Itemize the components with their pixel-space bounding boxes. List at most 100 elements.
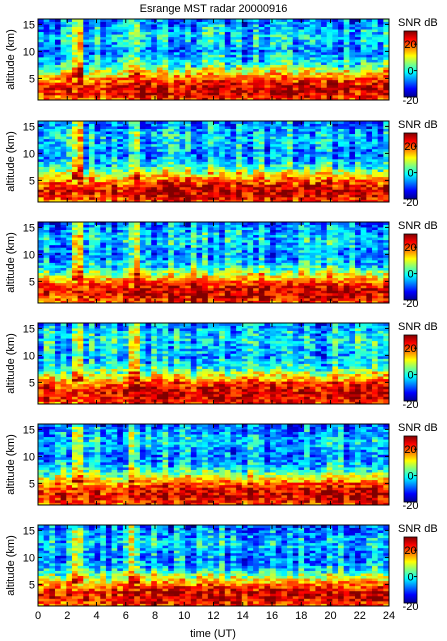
heatmap-cell xyxy=(100,143,107,147)
heatmap-cell xyxy=(372,133,379,137)
heatmap-cell xyxy=(343,94,350,98)
heatmap-cell xyxy=(145,59,152,63)
heatmap-cell xyxy=(111,31,118,35)
heatmap-cell xyxy=(54,290,62,294)
y-tick-label: 5 xyxy=(29,175,35,187)
heatmap-cell xyxy=(372,79,379,83)
heatmap-cell xyxy=(162,133,169,137)
heatmap-cell xyxy=(111,44,118,48)
heatmap-cell xyxy=(88,254,96,258)
heatmap-cell xyxy=(338,54,345,58)
heatmap-cell xyxy=(292,97,299,101)
heatmap-cell xyxy=(224,143,231,147)
heatmap-cell xyxy=(122,280,129,284)
heatmap-cell xyxy=(117,254,124,258)
heatmap-cell xyxy=(270,54,277,58)
heatmap-cell xyxy=(247,146,254,150)
heatmap-cell xyxy=(66,186,73,190)
heatmap-cell xyxy=(173,292,180,296)
heatmap-cell xyxy=(60,54,67,58)
heatmap-cell xyxy=(258,166,265,170)
heatmap-cell xyxy=(77,194,84,198)
heatmap-cell xyxy=(321,74,328,78)
heatmap-cell xyxy=(156,239,163,243)
heatmap-cell xyxy=(247,97,254,101)
heatmap-cell xyxy=(145,26,152,30)
heatmap-cell xyxy=(134,126,141,129)
heatmap-cell xyxy=(321,69,328,73)
heatmap-cell xyxy=(343,158,350,162)
heatmap-cell xyxy=(292,156,299,160)
heatmap-cell xyxy=(173,199,180,203)
heatmap-cell xyxy=(38,67,45,71)
heatmap-cell xyxy=(105,19,112,22)
heatmap-cell xyxy=(139,270,146,274)
heatmap-cell xyxy=(162,49,169,53)
heatmap-cell xyxy=(179,121,186,124)
heatmap-cell xyxy=(332,46,339,50)
heatmap-cell xyxy=(377,174,384,178)
heatmap-cell xyxy=(321,92,328,96)
heatmap-cell xyxy=(275,184,282,188)
heatmap-cell xyxy=(105,34,112,38)
heatmap-cell xyxy=(54,97,62,101)
heatmap-cell xyxy=(332,179,339,183)
heatmap-cell xyxy=(105,287,112,291)
heatmap-cell xyxy=(145,62,152,65)
heatmap-cell xyxy=(343,49,350,53)
heatmap-cell xyxy=(100,262,107,266)
heatmap-cell xyxy=(287,34,294,38)
heatmap-cell xyxy=(190,74,197,78)
heatmap-cell xyxy=(372,166,379,170)
heatmap-cell xyxy=(38,169,45,173)
heatmap-cell xyxy=(128,267,135,271)
heatmap-cell xyxy=(332,176,339,180)
heatmap-cell xyxy=(202,34,209,38)
heatmap-cell xyxy=(173,82,180,86)
heatmap-cell xyxy=(343,72,350,76)
heatmap-cell xyxy=(196,146,203,150)
heatmap-cell xyxy=(241,69,248,73)
heatmap-cell xyxy=(270,94,277,98)
heatmap-cell xyxy=(185,39,192,43)
heatmap-cell xyxy=(77,46,84,50)
heatmap-cell xyxy=(372,62,379,65)
heatmap-cell xyxy=(122,267,129,271)
heatmap-cell xyxy=(224,141,231,145)
heatmap-cell xyxy=(54,275,62,279)
heatmap-cell xyxy=(190,300,197,304)
heatmap-cell xyxy=(38,41,45,45)
heatmap-cell xyxy=(281,79,288,83)
heatmap-cell xyxy=(366,77,373,81)
heatmap-cell xyxy=(355,158,362,162)
heatmap-cell xyxy=(100,26,107,30)
heatmap-cell xyxy=(275,97,282,101)
heatmap-cell xyxy=(315,51,322,55)
heatmap-cell xyxy=(38,267,45,271)
heatmap-cell xyxy=(190,171,197,175)
heatmap-cell xyxy=(117,94,124,98)
heatmap-cell xyxy=(145,36,152,40)
heatmap-cell xyxy=(145,92,152,96)
heatmap-cell xyxy=(49,126,56,129)
heatmap-cell xyxy=(77,141,84,145)
heatmap-cell xyxy=(60,257,67,261)
heatmap-cell xyxy=(202,82,209,86)
heatmap-cell xyxy=(383,34,390,38)
heatmap-cell xyxy=(179,161,186,165)
heatmap-cell xyxy=(202,297,209,301)
heatmap-cell xyxy=(162,64,169,68)
heatmap-cell xyxy=(224,151,231,155)
heatmap-cell xyxy=(185,224,192,228)
heatmap-cell xyxy=(179,242,186,246)
heatmap-cell xyxy=(372,94,379,98)
heatmap-cell xyxy=(264,184,271,188)
heatmap-cell xyxy=(156,136,163,140)
heatmap-cell xyxy=(190,247,197,251)
heatmap-cell xyxy=(343,59,350,63)
heatmap-cell xyxy=(94,199,101,203)
heatmap-cell xyxy=(38,277,45,281)
heatmap-cell xyxy=(241,174,248,178)
heatmap-cell xyxy=(315,89,322,93)
heatmap-cell xyxy=(88,227,96,230)
